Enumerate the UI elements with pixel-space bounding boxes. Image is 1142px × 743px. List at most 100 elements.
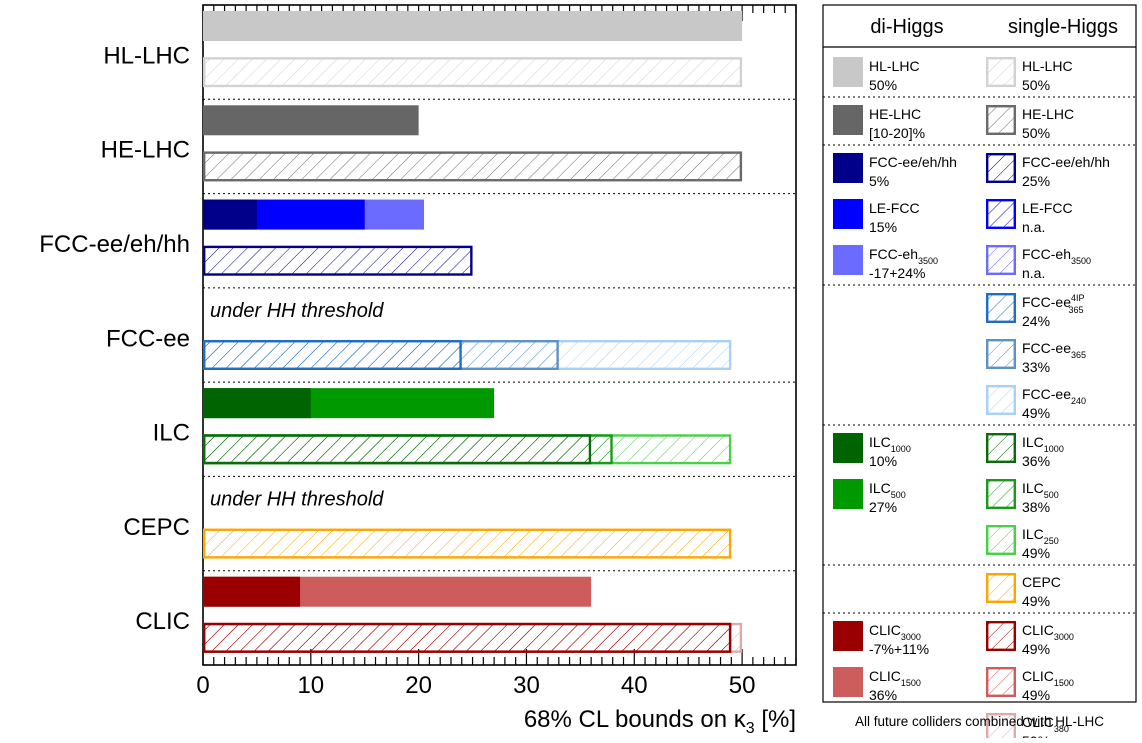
legend-entry-value: 49% — [1022, 405, 1050, 421]
legend-entry-value: 49% — [1022, 641, 1050, 657]
legend-entry-value: 50% — [1022, 733, 1050, 738]
legend-entry-value: [10-20]% — [869, 125, 925, 141]
row-label: HL-LHC — [103, 42, 190, 69]
legend-swatch-solid — [833, 479, 863, 509]
x-tick-label: 10 — [297, 672, 324, 699]
legend-entry-name: ILC1000 — [1022, 434, 1064, 454]
legend-entry-value: 50% — [869, 77, 897, 93]
x-tick-label: 20 — [405, 672, 432, 699]
legend-entry-name: ILC1000 — [869, 434, 911, 454]
legend-entry-name: ILC250 — [1022, 526, 1059, 546]
legend-box — [822, 4, 1137, 703]
legend-entry-value: 38% — [1022, 499, 1050, 515]
row-label: HE-LHC — [101, 137, 190, 164]
legend-swatch-hatched — [986, 385, 1017, 416]
legend-col-di: di-Higgs — [870, 16, 943, 38]
legend-swatch-solid — [833, 667, 863, 697]
legend-swatch-hatched — [986, 198, 1017, 229]
legend-entry-name: CEPC — [1022, 574, 1061, 590]
row-label: CLIC — [135, 608, 190, 635]
legend-swatch-hatched — [986, 57, 1017, 88]
single-higgs-bar — [202, 245, 473, 276]
legend-entry-value: 10% — [869, 453, 897, 469]
plot-frame — [202, 4, 797, 666]
under-threshold-note: under HH threshold — [210, 488, 384, 510]
legend-entry-value: 50% — [1022, 125, 1050, 141]
legend-swatch-hatched — [986, 152, 1017, 183]
legend-swatch-hatched — [986, 433, 1017, 464]
legend-entry-value: 36% — [869, 687, 897, 703]
x-tick-label: 30 — [513, 672, 540, 699]
single-higgs-bar — [202, 622, 732, 653]
single-higgs-bar — [202, 57, 743, 88]
legend-entry-value: n.a. — [1022, 265, 1045, 281]
row-label: ILC — [153, 420, 190, 447]
legend-swatch-hatched — [986, 621, 1017, 652]
legend-entry-value: 49% — [1022, 687, 1050, 703]
single-higgs-bar — [202, 528, 732, 559]
legend-entry-name: ILC500 — [1022, 480, 1059, 500]
legend-swatch-solid — [833, 433, 863, 463]
legend-entry-name: FCC-ee/eh/hh — [869, 154, 957, 170]
legend-footer: All future colliders combined with HL-LH… — [855, 714, 1104, 729]
legend-entry-value: 50% — [1022, 77, 1050, 93]
legend-entry-name: CLIC1500 — [1022, 668, 1074, 688]
legend-entry-value: 24% — [1022, 313, 1050, 329]
legend-entry-name: HL-LHC — [869, 58, 920, 74]
legend-entry-name: ILC500 — [869, 480, 906, 500]
legend-entry-value: 27% — [869, 499, 897, 515]
legend-entry-value: 33% — [1022, 359, 1050, 375]
legend-entry-name: CLIC1500 — [869, 668, 921, 688]
x-tick-label: 40 — [621, 672, 648, 699]
legend-entry-value: 49% — [1022, 545, 1050, 561]
di-higgs-bar — [203, 388, 311, 419]
legend-swatch-solid — [833, 105, 863, 135]
legend-entry-name: FCC-eh3500 — [1022, 246, 1091, 266]
legend-entry-value: 25% — [1022, 173, 1050, 189]
single-higgs-bar — [202, 151, 743, 182]
under-threshold-note: under HH threshold — [210, 300, 384, 322]
legend-entry-name: HE-LHC — [869, 106, 921, 122]
legend-entry-name: HL-LHC — [1022, 58, 1073, 74]
legend-swatch-solid — [833, 57, 863, 87]
legend-entry-name: FCC-eh3500 — [869, 246, 938, 266]
legend-swatch-hatched — [986, 244, 1017, 275]
di-higgs-bar — [203, 11, 743, 41]
legend-entry-name: FCC-ee4IP 365 — [1022, 293, 1085, 315]
legend-entry-name: FCC-ee365 — [1022, 340, 1086, 360]
legend-swatch-hatched — [986, 104, 1017, 135]
legend-entry-value: -7%+11% — [869, 641, 929, 657]
legend-col-single: single-Higgs — [1008, 16, 1118, 38]
row-label: FCC-ee/eh/hh — [39, 231, 190, 258]
legend-swatch-solid — [833, 621, 863, 651]
legend-swatch-solid — [833, 199, 863, 229]
legend-swatch-hatched — [986, 293, 1017, 324]
x-tick-label: 0 — [196, 672, 209, 699]
legend-entry-value: 36% — [1022, 453, 1050, 469]
legend-entry-name: FCC-ee/eh/hh — [1022, 154, 1110, 170]
legend-swatch-hatched — [986, 667, 1017, 698]
legend-entry-value: n.a. — [1022, 219, 1045, 235]
legend-entry-value: 15% — [869, 219, 897, 235]
legend-entry-value: 49% — [1022, 593, 1050, 609]
legend-swatch-solid — [833, 245, 863, 275]
x-tick-label: 50 — [729, 672, 756, 699]
di-higgs-bar — [203, 105, 419, 136]
legend-entry-name: HE-LHC — [1022, 106, 1074, 122]
di-higgs-bar — [203, 199, 257, 230]
row-label: FCC-ee — [106, 325, 190, 352]
legend-swatch-hatched — [986, 525, 1017, 556]
single-higgs-bar — [202, 434, 592, 465]
legend-swatch-hatched — [986, 339, 1017, 370]
legend-entry-name: LE-FCC — [869, 200, 920, 216]
legend-entry-name: CLIC380 — [1022, 714, 1069, 734]
legend-entry-name: LE-FCC — [1022, 200, 1073, 216]
legend-entry-value: -17+24% — [869, 265, 925, 281]
di-higgs-bar — [203, 576, 301, 607]
row-label: CEPC — [123, 514, 190, 541]
legend-entry-value: 5% — [869, 173, 889, 189]
legend-entry-name: CLIC3000 — [1022, 622, 1074, 642]
legend-entry-name: FCC-ee240 — [1022, 386, 1086, 406]
